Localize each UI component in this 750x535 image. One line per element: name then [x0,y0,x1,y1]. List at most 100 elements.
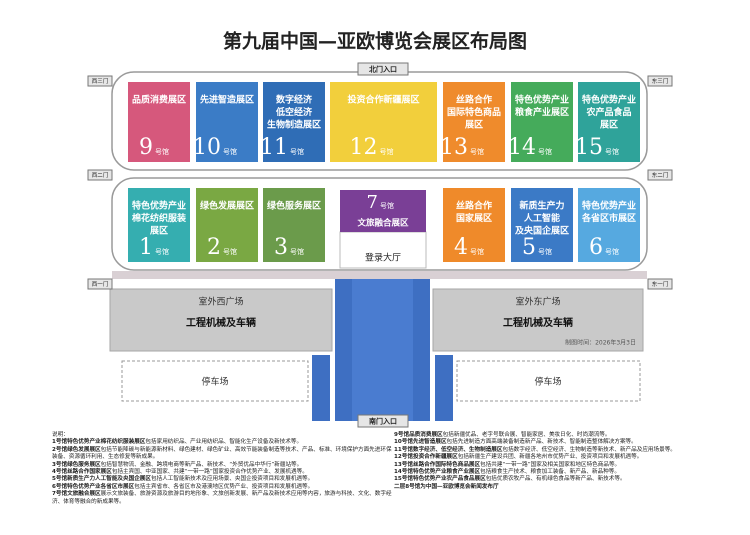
hall-name: 展区 [465,120,483,131]
hall-name: 生物制造展区 [267,119,321,131]
corridor [312,355,330,421]
note-title: 11号馆数字经济、低空经济、生物制造展区 [394,446,503,453]
note-text: 包括粮食生产技术、粮食加工装备、新产品、新品种等。 [480,469,620,476]
plaza-use: 工程机械及车辆 [186,316,256,329]
notes-list: 1号馆特色优势产业棉花纺织服装展区包括家用纺织品、产业用纺织品、智能化生产设备及… [52,439,392,506]
hall [128,82,190,162]
hall-unit: 号馆 [605,147,619,156]
hall-name: 丝路合作 [456,200,492,212]
hall [443,188,505,262]
hall [340,190,426,232]
note-title: 9号馆品质消费展区 [394,432,443,438]
note: 11号馆数字经济、低空经济、生物制造展区包括数字经济、低空经济、生物制造等新技术… [394,447,724,454]
hall-unit: 号馆 [470,247,484,256]
hall-name: 特色优势产业 [515,94,569,106]
note-text: 展示文旅装备、旅游资源及旅游目的地形象、文旅创新发展、新产品及新技术应用等内容，… [52,491,392,505]
note-text: 包括共建“一带一路”国家及相关国家和地区特色商品等。 [480,461,621,468]
parking-label: 停车场 [201,376,228,388]
hall [511,188,573,262]
hall-number: 1 [139,235,153,260]
hall-name: 农产品食品 [585,106,631,118]
hall-name: 棉花纺织服装 [132,212,187,224]
hall-name: 先进智造展区 [200,94,254,106]
note-title: 14号馆特色优势产业粮食产业展区 [394,469,481,476]
gate-label: 东一门 [652,280,669,288]
hall-number: 11 [260,135,288,160]
hall-name: 人工智能 [523,212,560,224]
gate-label: 北门入口 [369,65,397,74]
hall-name: 各省区市展区 [581,212,636,224]
west-plaza [109,288,333,352]
hall-number: 4 [454,235,468,260]
note-text: 包括智慧物流、金融、跨境电商等新产品、新技术、“外贸优品中华行”新疆站等。 [100,461,303,468]
hall-name: 特色优势产业 [132,200,186,212]
hall-unit: 号馆 [470,147,484,156]
notes-list: 9号馆品质消费展区包括新疆优品、老字号联合展、智能家居、美妆日化、时尚潮流等。 1… [394,432,724,484]
hall-name: 投资合作新疆展区 [347,94,419,106]
note-title: 10号馆先进智造展区 [394,439,447,446]
note-title: 12号馆投资合作新疆展区 [394,454,458,461]
note: 14号馆特色优势产业粮食产业展区包括粮食生产技术、粮食加工装备、新产品、新品种等… [394,469,724,476]
gate [357,62,409,76]
hall-name: 品质消费展区 [132,94,186,106]
note: 6号馆特色优势产业各省区市展区包括主宾省市、各省区市及港澳地区优势产业、投资项目… [52,484,392,491]
notes-label: 说明： [52,432,69,438]
note-text: 包括主宾省市、各省区市及港澳地区优势产业、投资项目和发展机遇等。 [134,483,314,490]
parking-east [456,360,641,402]
note-text: 包括新疆优品、老字号联合展、智能家居、美妆日化、时尚潮流等。 [442,432,611,438]
note-title: 4号馆丝路合作国家展区 [52,469,112,476]
hall-number: 10 [193,135,221,160]
note-title: 5号馆新质生产力人工智能及央国企展区 [52,476,151,483]
note: 3号馆绿色服务展区包括智慧物流、金融、跨境电商等新产品、新技术、“外贸优品中华行… [52,462,392,469]
note: 二层8号馆为中国—亚欧博览会新闻发布厅 [394,484,724,491]
hall-name: 粮食产业展区 [515,106,569,118]
parking-label: 停车场 [534,376,561,388]
gate [357,414,409,428]
hall-name: 文旅融合展区 [357,218,409,229]
note: 4号馆丝路合作国家展区包括主宾国、中亚国家、共建“一带一路”国家投资合作优势产业… [52,469,392,476]
hall-name: 及央国企展区 [515,225,569,237]
gate [87,278,113,290]
note-text: 包括节能降碳与新能源新材料、绿色建材、绿色矿业、高效节能装备制造等技术、产品、标… [52,446,392,461]
note: 7号馆文旅融合展区展示文旅装备、旅游资源及旅游目的地形象、文旅创新发展、新产品及… [52,491,392,506]
hall [263,188,325,262]
hall [263,82,325,162]
hall-unit: 号馆 [223,247,237,256]
note-title: 7号馆文旅融合展区 [52,491,101,498]
hall [330,82,437,162]
note-text: 包括主宾国、中亚国家、共建“一带一路”国家投资合作优势产业、发展机遇等。 [111,469,308,476]
hall-number: 12 [350,135,378,160]
hall-number: 14 [508,135,536,160]
hall-number: 7 [367,192,378,213]
hall-unit: 号馆 [538,147,552,156]
gate [87,75,113,87]
hall [196,82,258,162]
note-text: 包括先进制造方面高端装备制造新产品、新技术、智能制造整体解决方案等。 [446,439,637,446]
plaza-name: 室外西广场 [198,296,243,308]
note-text: 包括优质农牧产品、有机绿色食品等新产品、新技术等。 [485,476,626,483]
note: 9号馆品质消费展区包括新疆优品、老字号联合展、智能家居、美妆日化、时尚潮流等。 [394,432,724,439]
note: 2号馆绿色发展展区包括节能降碳与新能源新材料、绿色建材、绿色矿业、高效节能装备制… [52,447,392,462]
hall [443,82,505,162]
gate-label: 南门入口 [369,417,397,426]
notes-right: 9号馆品质消费展区包括新疆优品、老字号联合展、智能家居、美妆日化、时尚潮流等。 1… [394,432,724,491]
note: 12号馆投资合作新疆展区包括新疆生产建设兵团、新疆各地州市优势产业、投资项目和发… [394,454,724,461]
hall-unit: 号馆 [380,201,394,210]
notes-footer: 二层8号馆为中国—亚欧博览会新闻发布厅 [394,483,499,490]
lobby-label: 登录大厅 [365,252,401,264]
hall-unit: 号馆 [290,247,304,256]
hall-unit: 号馆 [538,247,552,256]
title: 第九届中国—亚欧博览会展区布局图 [223,30,527,53]
hall [196,188,258,262]
walkway [112,271,647,279]
note: 5号馆新质生产力人工智能及央国企展区包括人工智能新技术及应用场景、央国企投资项目… [52,476,392,483]
hall-unit: 号馆 [290,147,304,156]
gate-label: 西三门 [92,77,109,85]
note: 说明： [52,432,392,439]
hall-name: 展区 [600,120,618,131]
plaza-use: 工程机械及车辆 [503,316,573,329]
note-text: 包括人工智能新技术及应用场景、央国企投资项目和发展机遇等。 [151,476,314,483]
hall-name: 数字经济 [276,94,313,106]
hall-number: 5 [522,235,536,260]
